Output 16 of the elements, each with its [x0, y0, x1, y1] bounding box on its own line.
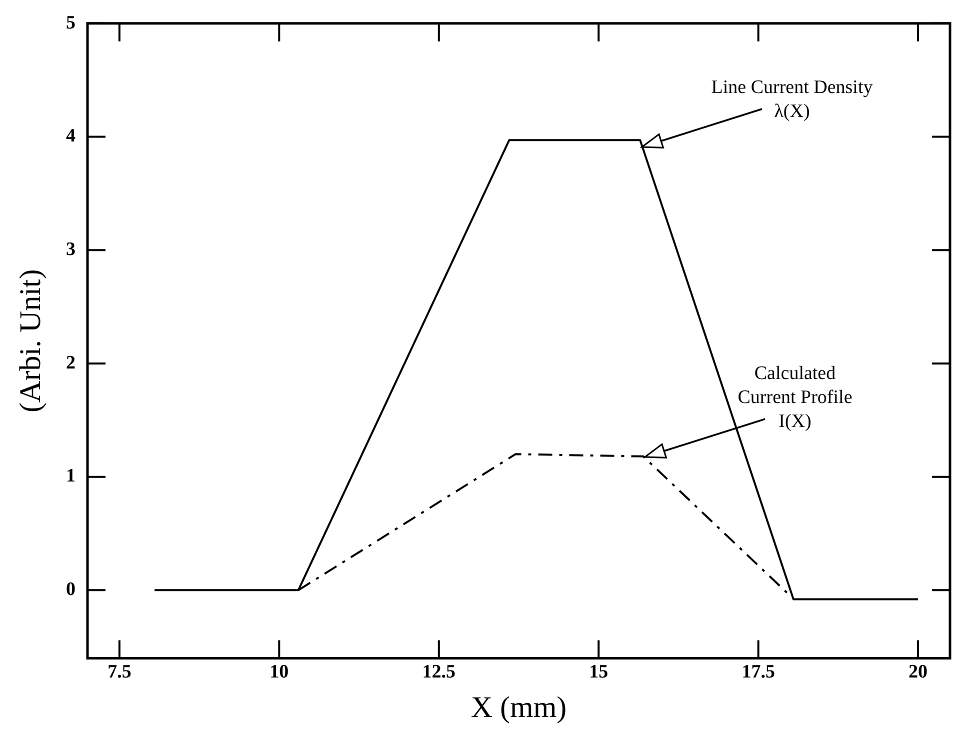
x-tick-label: 7.5 — [108, 662, 132, 683]
x-axis-title: X (mm) — [470, 690, 567, 724]
y-tick-label: 3 — [66, 239, 76, 260]
x-tick-label: 20 — [908, 662, 928, 683]
y-tick-label: 0 — [66, 579, 76, 600]
y-axis-title: (Arbi. Unit) — [14, 269, 47, 412]
x-tick-label: 10 — [270, 662, 289, 683]
annotation: Line Current Density λ(X) — [711, 77, 874, 122]
y-tick-label: 5 — [66, 12, 76, 34]
y-tick-label: 1 — [66, 466, 76, 487]
y-tick-label: 4 — [66, 126, 76, 147]
x-tick-label: 15 — [589, 662, 608, 683]
x-tick-label: 12.5 — [422, 662, 456, 683]
y-tick-label: 2 — [66, 352, 76, 374]
x-tick-label: 17.5 — [742, 662, 775, 683]
annotation: Calculated Current Profile I(X) — [738, 363, 852, 432]
